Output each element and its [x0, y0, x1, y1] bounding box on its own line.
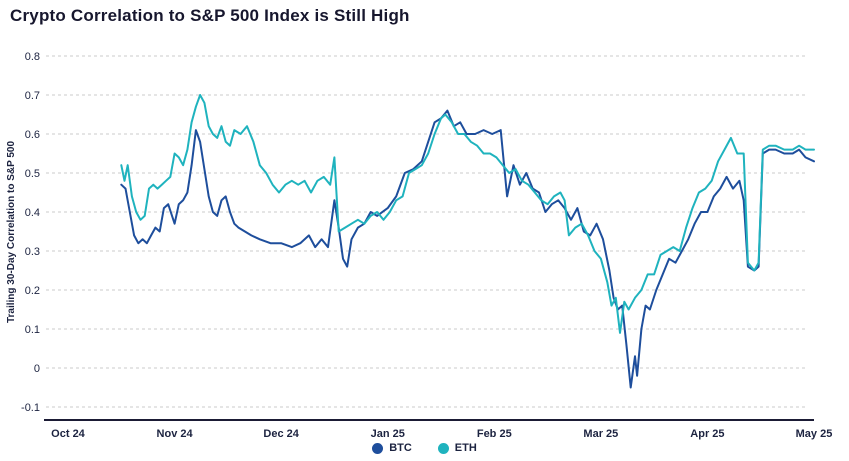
x-tick-label: Oct 24: [51, 428, 86, 440]
legend-item-eth: ETH: [437, 442, 477, 454]
eth-legend-dot: [437, 442, 449, 454]
y-tick-label: 0.2: [25, 285, 40, 297]
x-tick-label: Nov 24: [157, 428, 194, 440]
y-tick-label: -0.1: [21, 402, 40, 414]
chart-title: Crypto Correlation to S&P 500 Index is S…: [10, 6, 410, 25]
x-tick-label: Jan 25: [371, 428, 405, 440]
y-tick-label: 0.6: [25, 129, 40, 141]
x-tick-label: Dec 24: [263, 428, 299, 440]
y-tick-label: 0.8: [25, 51, 40, 63]
btc-legend-label: BTC: [389, 442, 412, 454]
btc-line: [120, 109, 815, 389]
y-tick-label: 0.1: [25, 324, 40, 336]
legend: BTC ETH: [0, 442, 849, 454]
eth-legend-label: ETH: [454, 442, 477, 454]
x-tick-label: Mar 25: [583, 428, 618, 440]
legend-item-btc: BTC: [372, 442, 412, 454]
y-tick-label: 0.3: [25, 246, 40, 258]
x-tick-label: Apr 25: [690, 428, 724, 440]
x-tick-label: May 25: [796, 428, 833, 440]
y-tick-label: 0.4: [25, 207, 40, 219]
btc-legend-dot: [372, 442, 384, 454]
y-tick-label: 0.7: [25, 90, 40, 102]
x-tick-label: Feb 25: [477, 428, 512, 440]
y-tick-label: 0.5: [25, 168, 40, 180]
y-tick-label: 0: [34, 363, 40, 375]
y-axis-title: Trailing 30-Day Correlation to S&P 500: [6, 141, 17, 324]
eth-line: [120, 94, 815, 334]
